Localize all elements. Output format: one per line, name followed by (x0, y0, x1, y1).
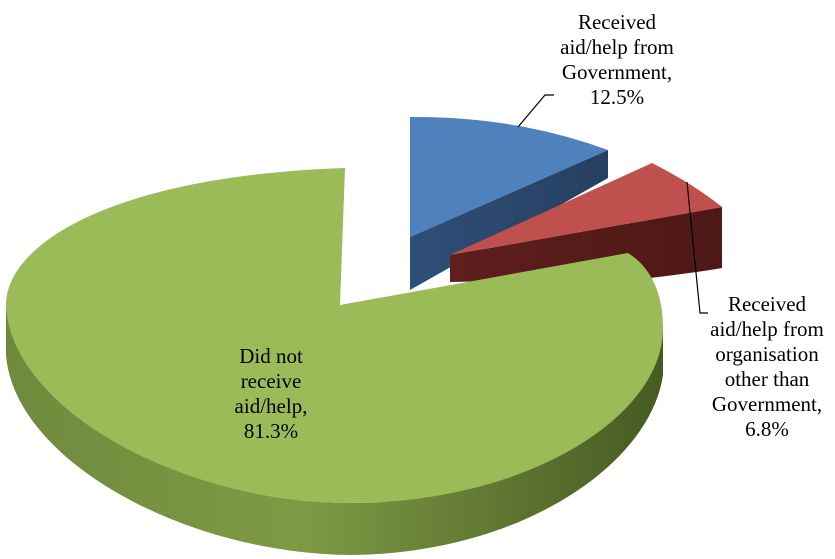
leader-line-government (517, 94, 554, 128)
label-line: aid/help from (710, 317, 824, 341)
slice-did-not-receive-side (6, 300, 663, 555)
label-line: 12.5% (590, 85, 644, 109)
slice-organisation-top (450, 163, 722, 255)
slice-government-top (410, 116, 608, 237)
label-government: Received aid/help from Government, 12.5% (560, 10, 674, 109)
label-did-not-receive: Did not receive aid/help, 81.3% (235, 344, 308, 443)
label-organisation: Received aid/help from organisation other t… (710, 292, 824, 441)
leader-line-organisation (686, 181, 708, 314)
slice-did-not-receive (6, 168, 663, 555)
label-line: Government, (712, 392, 822, 416)
label-line: aid/help, (235, 394, 308, 418)
label-line: Received (578, 10, 657, 34)
slice-organisation-side (450, 207, 722, 282)
label-line: receive (241, 369, 302, 393)
slice-organisation (450, 163, 722, 282)
label-line: 6.8% (745, 417, 789, 441)
label-line: Government, (562, 60, 672, 84)
label-line: other than (725, 367, 810, 391)
label-line: Did not (239, 344, 303, 368)
label-line: aid/help from (560, 35, 674, 59)
slice-did-not-receive-top (6, 168, 663, 503)
label-line: organisation (715, 342, 819, 366)
label-line: 81.3% (244, 419, 298, 443)
label-line: Received (728, 292, 807, 316)
